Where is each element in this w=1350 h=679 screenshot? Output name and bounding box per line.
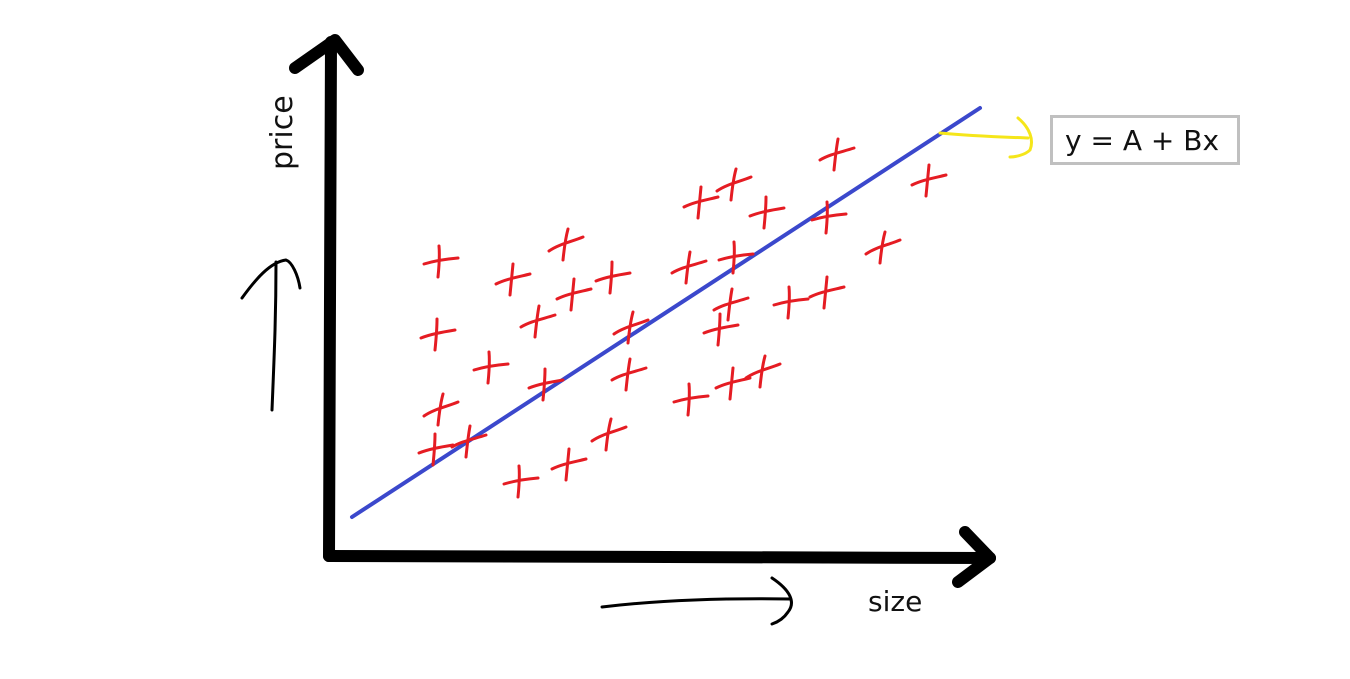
direction-arrows [240, 258, 793, 626]
data-point-cross [547, 227, 585, 262]
data-point-cross [712, 287, 750, 322]
data-point-cross [494, 262, 532, 297]
y-direction-arrow [240, 258, 302, 412]
data-point-cross [422, 244, 460, 279]
data-point-cross [527, 367, 565, 402]
data-point-cross [748, 195, 786, 230]
data-point-cross [610, 357, 648, 392]
data-point-cross [744, 354, 782, 389]
equation-text: y = A + Bx [1065, 123, 1220, 157]
data-point-cross [910, 163, 948, 198]
data-point-cross [818, 137, 856, 172]
data-point-cross [594, 260, 632, 295]
x-direction-arrow [600, 576, 793, 626]
data-point-cross [864, 230, 902, 265]
equation-box: y = A + Bx [1050, 115, 1240, 165]
y-axis-label: price [265, 95, 300, 170]
data-point-cross [519, 304, 557, 339]
data-point-cross [715, 167, 753, 202]
y-axis-arrowhead [289, 34, 364, 76]
data-point-cross [450, 424, 488, 459]
data-point-cross [682, 185, 720, 220]
data-point-cross [672, 382, 710, 417]
equation-pointer-arrow [938, 116, 1033, 159]
axes [289, 34, 996, 588]
data-point-cross [422, 392, 460, 427]
data-point-cross [555, 277, 593, 312]
data-point-cross [502, 464, 540, 499]
y-axis [323, 36, 337, 562]
data-point-cross [590, 417, 628, 452]
data-point-cross [810, 200, 848, 235]
data-points [417, 137, 948, 499]
data-point-cross [472, 350, 510, 385]
data-point-cross [550, 447, 588, 482]
data-point-cross [808, 275, 846, 310]
regression-line [350, 106, 982, 519]
data-point-cross [702, 312, 740, 347]
x-axis [323, 550, 996, 564]
data-point-cross [670, 250, 708, 285]
data-point-cross [612, 310, 650, 345]
data-point-cross [714, 366, 752, 401]
data-point-cross [717, 240, 755, 275]
x-axis-label: size [868, 585, 922, 618]
data-point-cross [417, 432, 455, 467]
x-axis-arrowhead [952, 526, 996, 588]
data-point-cross [419, 317, 457, 352]
data-point-cross [772, 285, 810, 320]
